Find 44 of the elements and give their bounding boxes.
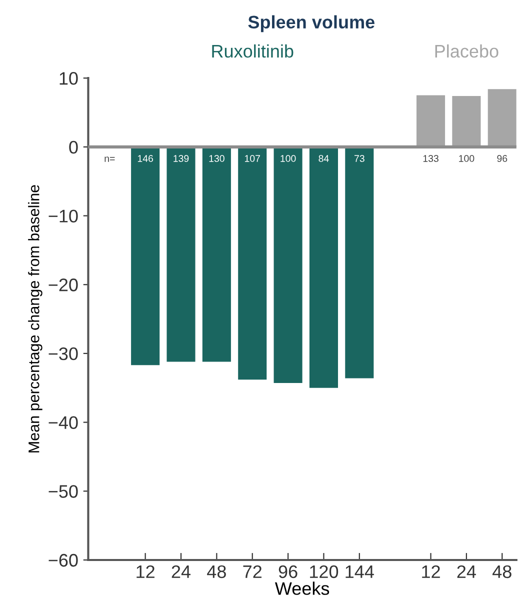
annotation: 107: [244, 155, 260, 162]
x-tick-label: 12: [136, 565, 154, 578]
y-tick-label: −20: [48, 278, 78, 292]
text: Ruxolitinib: [212, 44, 294, 58]
bar: [238, 146, 267, 380]
y-tick-label: −50: [48, 485, 78, 498]
x-tick-label: 24: [172, 565, 191, 578]
x-tick-label: 72: [243, 565, 262, 578]
bar: [488, 89, 516, 147]
x-axis-title: Weeks: [274, 582, 330, 595]
x-tick-label: 48: [207, 565, 226, 578]
annotation: 100: [459, 155, 474, 162]
y-tick-label: −40: [48, 416, 78, 430]
annotation: 146: [138, 155, 154, 162]
y-axis-title: Mean percentage change from baseline: [28, 185, 42, 452]
annotation: 73: [354, 155, 364, 162]
bar: [309, 146, 338, 388]
y-tick-label: −10: [48, 210, 78, 222]
chart-title: Spleen volume: [248, 15, 374, 32]
bar: [131, 146, 160, 366]
x-tick-label: 144: [346, 566, 374, 578]
annotation: 84: [318, 155, 329, 162]
x-tick-label: 48: [492, 565, 512, 578]
bar: [416, 95, 446, 147]
bar: [166, 146, 196, 362]
y-tick-label: 10: [60, 72, 78, 85]
x-tick-label: 24: [457, 565, 476, 578]
x-tick-label: 12: [422, 565, 440, 578]
x-tick-label: 96: [278, 565, 298, 578]
y-tick-label: 0: [69, 140, 78, 154]
bar: [274, 146, 302, 384]
bar: [452, 96, 481, 147]
annotation: 133: [423, 155, 438, 162]
annotation: 139: [174, 155, 189, 162]
annotation: 96: [497, 155, 508, 162]
y-tick-label: −60: [48, 554, 78, 567]
bar: [202, 146, 231, 362]
x-tick-label: 120: [310, 565, 338, 578]
bar: [345, 146, 374, 378]
annotation: 100: [280, 155, 296, 162]
series-label: Placebo: [435, 44, 498, 58]
annotation: n=: [104, 156, 115, 162]
annotation: 130: [209, 155, 224, 162]
y-tick-label: −30: [48, 347, 78, 360]
